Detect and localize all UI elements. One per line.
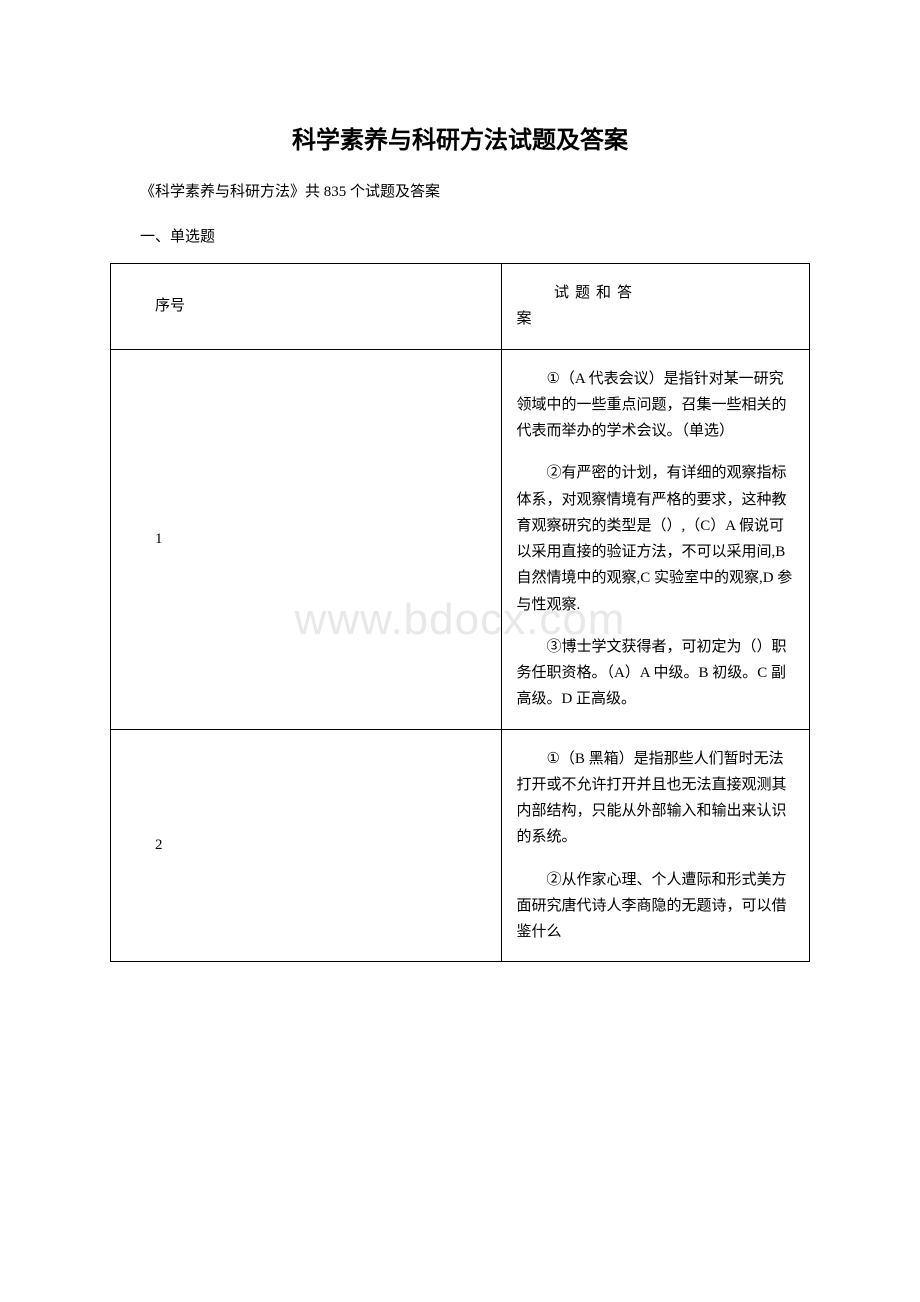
header-answer-line2: 案: [516, 306, 795, 332]
answer-para: ②有严密的计划，有详细的观察指标体系，对观察情境有严格的要求，这种教育观察研究的…: [516, 460, 795, 618]
header-cell-answer: 试题和答 案: [502, 264, 810, 350]
header-answer-line1: 试题和答: [516, 280, 795, 306]
table-header-row: 序号 试题和答 案: [111, 264, 810, 350]
seq-cell: 2: [111, 729, 502, 962]
answer-cell: ①（B 黑箱）是指那些人们暂时无法打开或不允许打开并且也无法直接观测其内部结构，…: [502, 729, 810, 962]
answer-cell: ①（A 代表会议）是指针对某一研究领域中的一些重点问题，召集一些相关的代表而举办…: [502, 349, 810, 729]
answer-para: ①（B 黑箱）是指那些人们暂时无法打开或不允许打开并且也无法直接观测其内部结构，…: [516, 746, 795, 851]
seq-cell: 1: [111, 349, 502, 729]
table-row: 1 ①（A 代表会议）是指针对某一研究领域中的一些重点问题，召集一些相关的代表而…: [111, 349, 810, 729]
answer-para: ③博士学文获得者，可初定为（）职务任职资格。（A）A 中级。B 初级。C 副高级…: [516, 634, 795, 713]
questions-table: 序号 试题和答 案 1 ①（A 代表会议）是指针对某一研究领域中的一些重点问题，…: [110, 263, 810, 962]
table-row: 2 ①（B 黑箱）是指那些人们暂时无法打开或不允许打开并且也无法直接观测其内部结…: [111, 729, 810, 962]
header-cell-seq: 序号: [111, 264, 502, 350]
answer-para: ①（A 代表会议）是指针对某一研究领域中的一些重点问题，召集一些相关的代表而举办…: [516, 366, 795, 445]
page-title: 科学素养与科研方法试题及答案: [110, 120, 810, 155]
answer-para: ②从作家心理、个人遭际和形式美方面研究唐代诗人李商隐的无题诗，可以借鉴什么: [516, 867, 795, 946]
section-header: 一、单选题: [110, 224, 810, 251]
subtitle-text: 《科学素养与科研方法》共 835 个试题及答案: [110, 179, 810, 206]
